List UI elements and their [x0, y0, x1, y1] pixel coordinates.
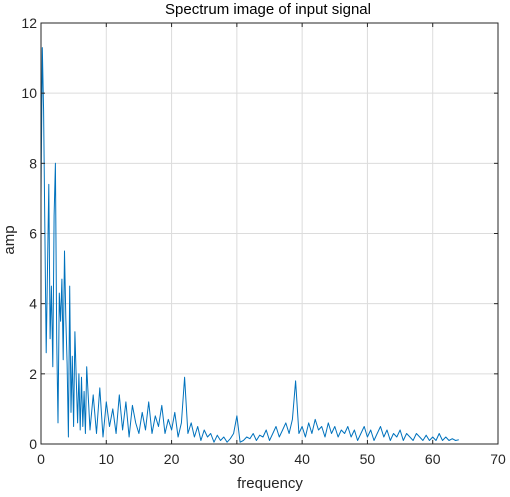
y-tick-label: 0	[29, 436, 37, 452]
x-tick-label: 70	[490, 451, 506, 467]
x-tick-label: 10	[98, 451, 114, 467]
x-axis-title: frequency	[237, 475, 303, 492]
y-axis-title: amp	[1, 225, 18, 254]
y-tick-label: 4	[29, 296, 37, 312]
x-tick-label: 20	[164, 451, 180, 467]
y-tick-label: 12	[21, 15, 37, 31]
series-layer	[40, 47, 459, 443]
x-tick-label: 60	[425, 451, 441, 467]
y-tick-label: 8	[29, 155, 37, 171]
x-tick-label: 50	[360, 451, 376, 467]
spectrum-line	[40, 47, 459, 443]
x-tick-label: 30	[229, 451, 245, 467]
y-axis-ticks: 0 2 4 6 8 10 12	[21, 15, 498, 452]
x-tick-label: 40	[294, 451, 310, 467]
y-tick-label: 10	[21, 85, 37, 101]
x-axis-ticks: 0 10 20 30 40 50 60 70	[37, 23, 506, 467]
x-tick-label: 0	[37, 451, 45, 467]
y-tick-label: 6	[29, 226, 37, 242]
y-tick-label: 2	[29, 366, 37, 382]
chart-title: Spectrum image of input signal	[165, 1, 371, 18]
